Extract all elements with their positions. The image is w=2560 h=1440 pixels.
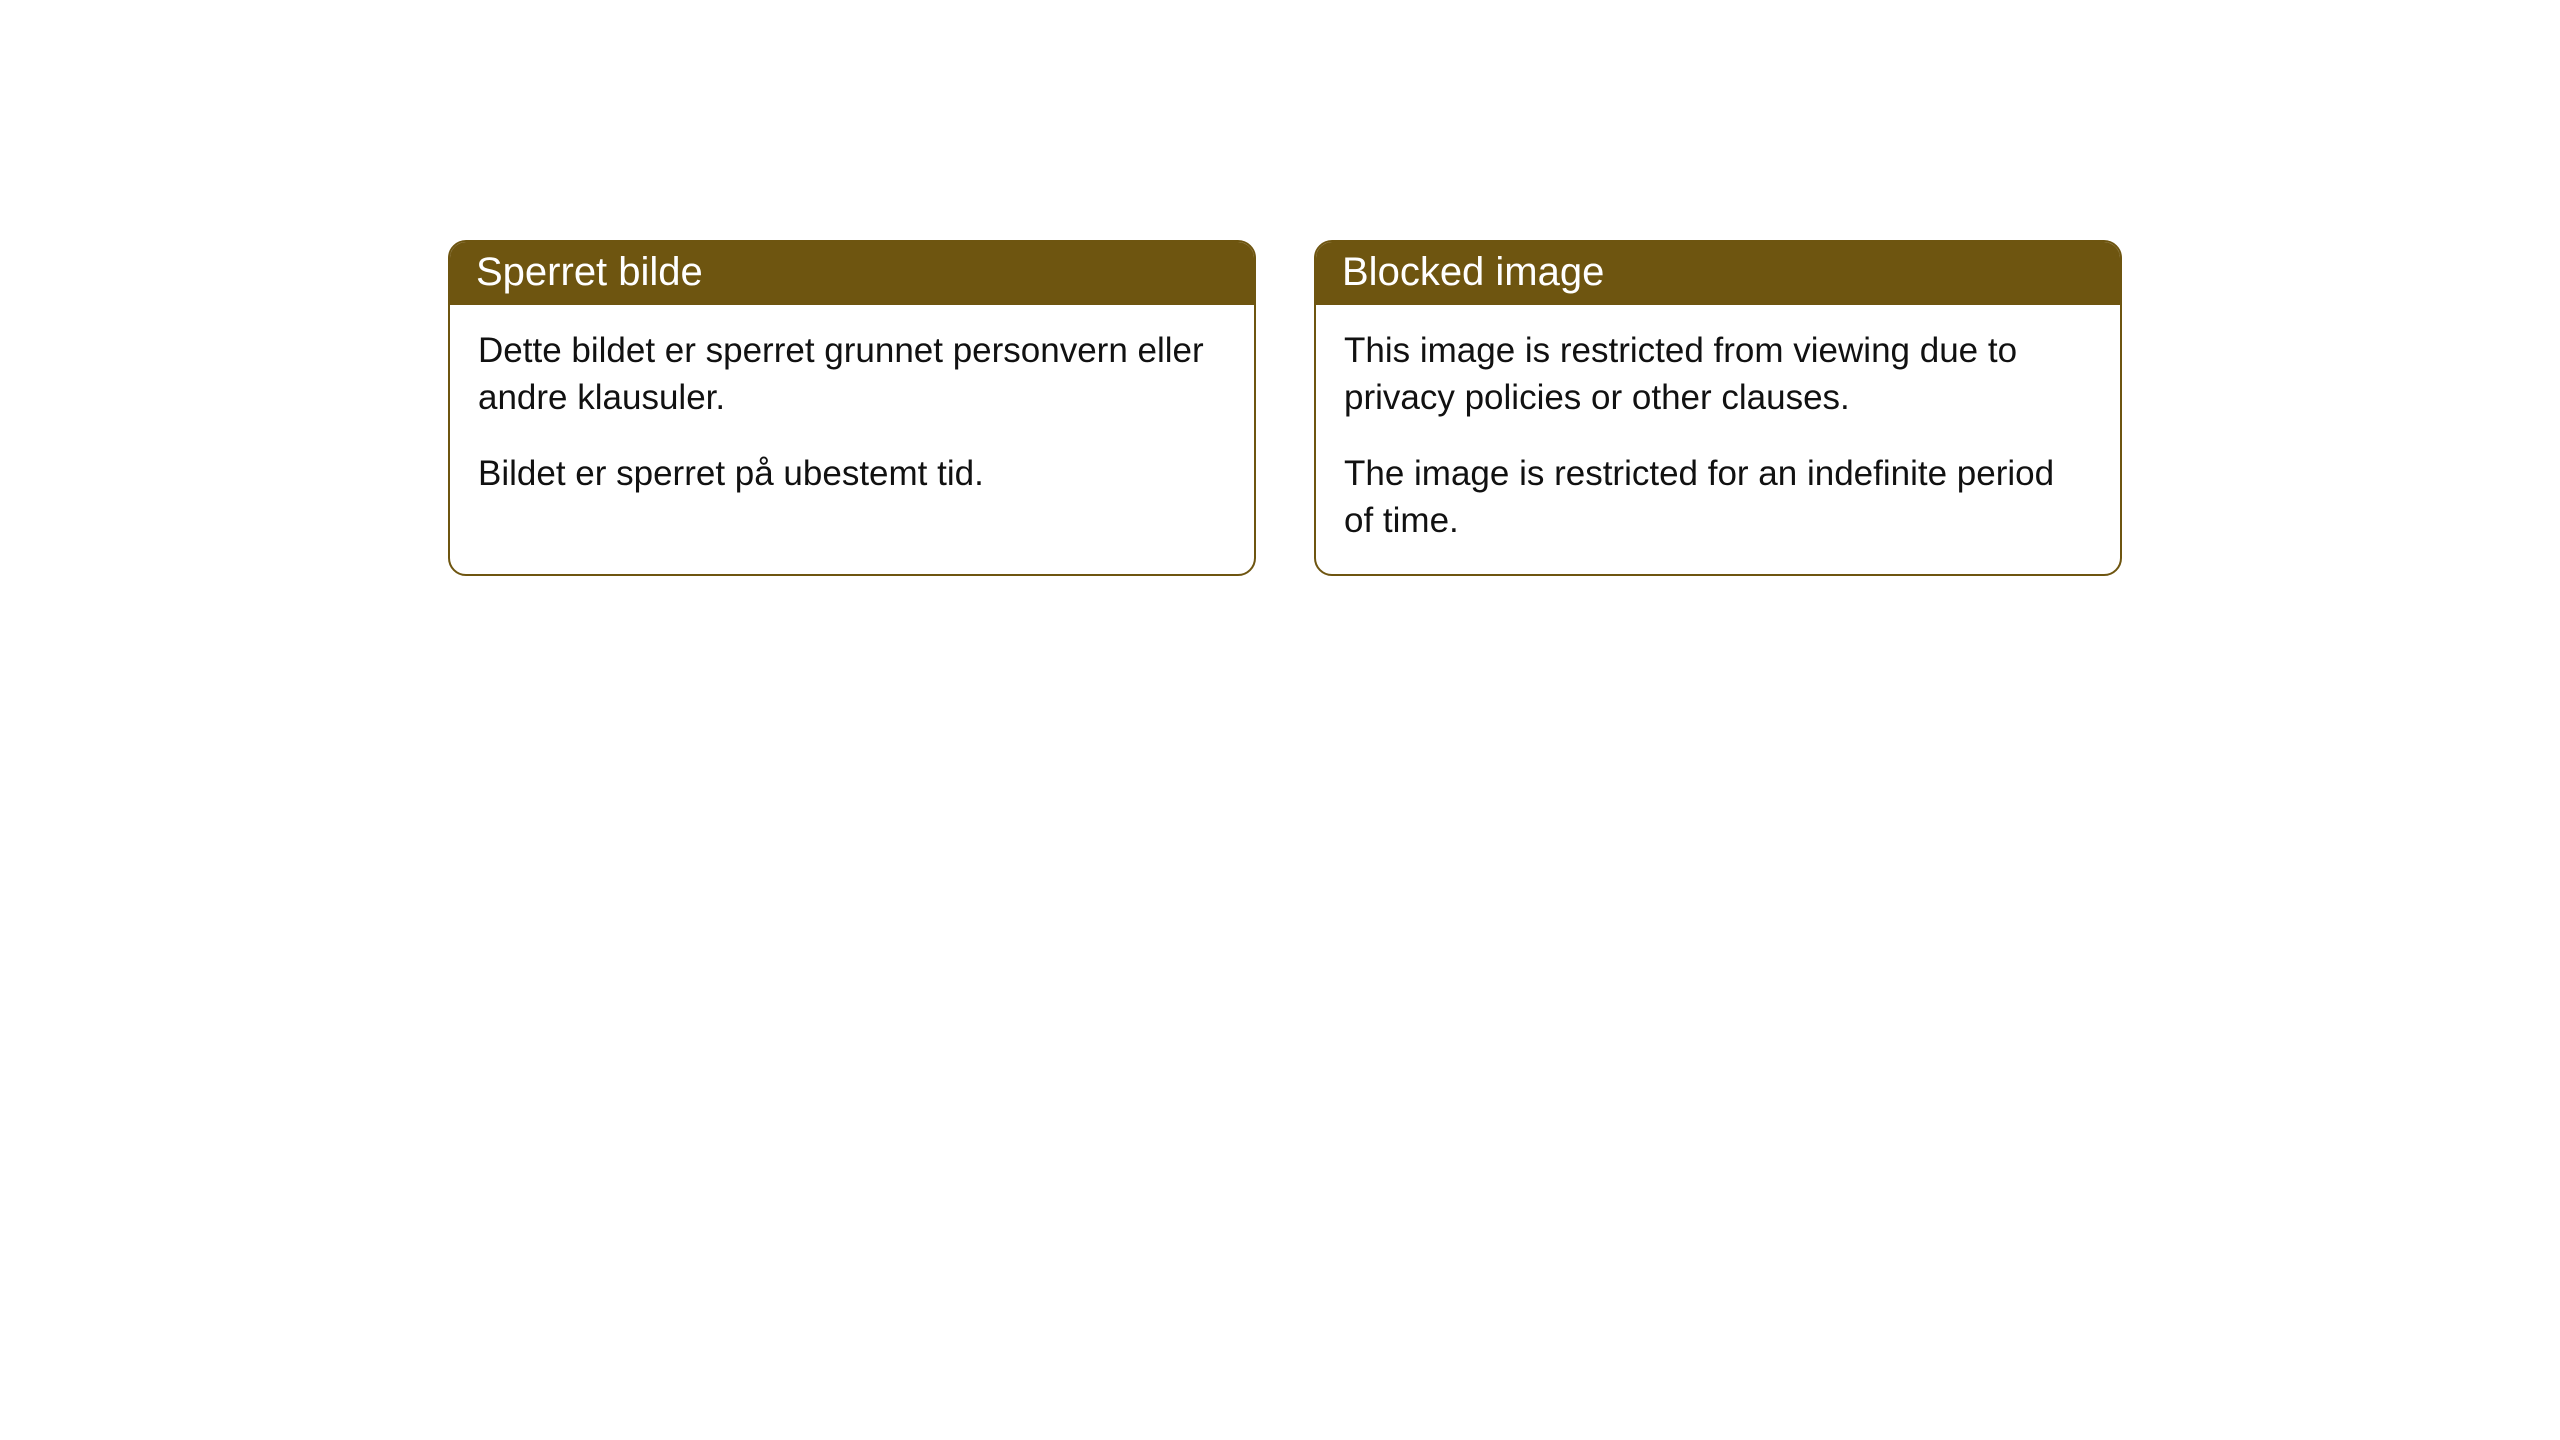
card-body: This image is restricted from viewing du… [1316, 305, 2120, 574]
card-english: Blocked image This image is restricted f… [1314, 240, 2122, 576]
card-header: Blocked image [1316, 242, 2120, 305]
card-header: Sperret bilde [450, 242, 1254, 305]
card-paragraph-2: The image is restricted for an indefinit… [1344, 450, 2092, 545]
cards-container: Sperret bilde Dette bildet er sperret gr… [448, 240, 2122, 576]
card-paragraph-2: Bildet er sperret på ubestemt tid. [478, 450, 1226, 497]
card-body: Dette bildet er sperret grunnet personve… [450, 305, 1254, 527]
card-paragraph-1: This image is restricted from viewing du… [1344, 327, 2092, 422]
card-norwegian: Sperret bilde Dette bildet er sperret gr… [448, 240, 1256, 576]
card-paragraph-1: Dette bildet er sperret grunnet personve… [478, 327, 1226, 422]
card-title: Blocked image [1342, 250, 1604, 294]
card-title: Sperret bilde [476, 250, 703, 294]
